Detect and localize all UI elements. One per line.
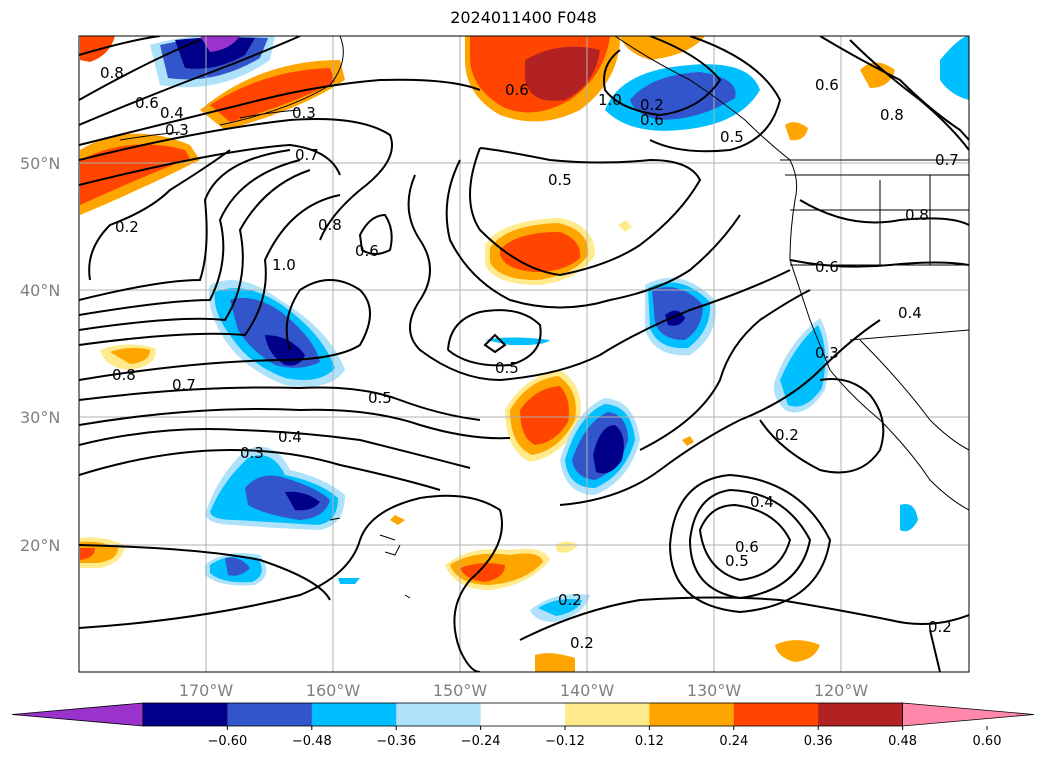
lon-label: 130°W [687,681,742,700]
contour-label: 0.4 [898,304,922,322]
contour-label: 0.5 [495,359,519,377]
colorbar-tick-label: 0.48 [888,734,917,749]
contour-label: 0.2 [570,634,594,652]
contour-label: 0.6 [505,81,529,99]
contour-label: 0.6 [815,76,839,94]
contour-label: 0.2 [558,591,582,609]
colorbar-tick-label: −0.12 [545,734,585,749]
colorbar-tick-label: −0.60 [207,734,247,749]
contour-label: 0.2 [775,426,799,444]
contour-label: 0.2 [928,618,952,636]
contour-label: 0.8 [318,216,342,234]
contour-label: 0.3 [815,344,839,362]
contour-label: 0.5 [720,128,744,146]
colorbar-tick-label: −0.48 [292,734,332,749]
lon-label: 170°W [179,681,234,700]
lon-label: 140°W [560,681,615,700]
colorbar-tick-label: −0.36 [376,734,416,749]
contour-label: 0.3 [292,104,316,122]
contour-label-group: 0.8 0.6 0.4 0.3 0.2 0.3 0.5 0.6 1.0 0.6 … [100,64,959,652]
colorbar-bin [396,703,482,726]
contour-label: 1.0 [598,91,622,109]
coastlines [119,36,969,599]
contour-label: 0.2 [115,218,139,236]
contour-label: 0.6 [355,242,379,260]
colorbar-tick-label: 0.60 [973,734,1002,749]
colorbar: −0.60 −0.48 −0.36 −0.24 −0.12 0.12 0.24 0.36 0.4… [11,702,1035,749]
contour-label: 0.3 [165,121,189,139]
contour-label: 0.6 [735,538,759,556]
contour-label: 0.7 [172,376,196,394]
graticule [79,36,969,672]
colorbar-tick-label: 0.24 [719,734,748,749]
contour-label: 0.6 [640,111,664,129]
latitude-labels: 50°N 40°N 30°N 20°N [20,154,60,555]
contour-label: 0.8 [100,64,124,82]
contour-lines [79,36,969,672]
colorbar-bin [818,703,904,726]
contour-label: 0.2 [640,96,664,114]
colorbar-tick-label: 0.36 [804,734,833,749]
map-title: 2024011400 F048 [450,8,597,27]
colorbar-extend-min [11,702,144,727]
contour-label: 0.8 [112,366,136,384]
colorbar-bin [227,703,313,726]
contour-label: 0.8 [880,106,904,124]
colorbar-bin [480,703,566,726]
colorbar-bin [733,703,819,726]
contour-label: 0.7 [935,151,959,169]
contour-label: 0.4 [750,493,774,511]
contour-label: 0.8 [905,206,929,224]
colorbar-bin [565,703,650,726]
contour-label: 0.5 [368,389,392,407]
lon-label: 150°W [433,681,488,700]
contour-label: 0.7 [295,146,319,164]
lat-label: 30°N [20,408,60,427]
colorbar-bin [649,703,735,726]
lat-label: 40°N [20,281,60,300]
colorbar-extend-max [902,702,1035,727]
contour-label: 1.0 [272,256,296,274]
colorbar-bin [311,703,397,726]
lat-label: 50°N [20,154,60,173]
colorbar-frame [142,702,903,727]
contour-label: 0.3 [240,444,264,462]
contour-label: 0.4 [160,104,184,122]
colorbar-tick-label: 0.12 [635,734,664,749]
longitude-labels: 170°W 160°W 150°W 140°W 130°W 120°W [179,681,869,700]
contour-label: 0.5 [548,171,572,189]
colorbar-bin [143,703,228,726]
contour-label: 0.6 [135,94,159,112]
lon-label: 120°W [814,681,869,700]
lon-label: 160°W [306,681,361,700]
contour-label: 0.4 [278,428,302,446]
contour-label: 0.6 [815,258,839,276]
colorbar-tick-label: −0.24 [461,734,501,749]
contour-label: 0.5 [725,552,749,570]
map-frame [78,35,970,673]
lat-label: 20°N [20,536,60,555]
